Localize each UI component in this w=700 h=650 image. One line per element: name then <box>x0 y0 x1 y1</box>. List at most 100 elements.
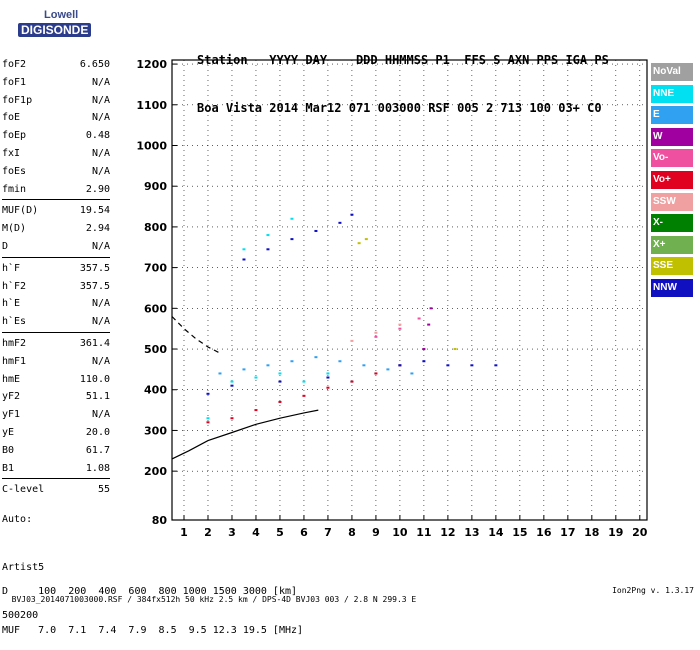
data-point <box>266 248 270 251</box>
distance-row: D 100 200 400 600 800 1000 1500 3000 [km… <box>2 586 298 597</box>
param-value: 61.7 <box>85 444 110 456</box>
param-name: B1 <box>2 462 15 474</box>
param-name: foF1p <box>2 94 33 106</box>
x-tick-label: 8 <box>348 526 356 539</box>
param-name: foEs <box>2 165 27 177</box>
param-row: foF1 N/A <box>2 74 110 92</box>
param-value: 110.0 <box>79 373 110 385</box>
param-name: yF1 <box>2 409 21 421</box>
param-separator <box>2 199 110 201</box>
data-point <box>410 372 414 375</box>
param-row: h`F2 357.5 <box>2 278 110 296</box>
header-columns: Station YYYY DAY DDD HHMMSS P1 FFS S AXN… <box>197 53 609 67</box>
param-value: N/A <box>91 240 110 252</box>
header-values: Boa Vista 2014 Mar12 071 003000 RSF 005 … <box>197 101 602 115</box>
legend-item: NNW <box>651 279 693 297</box>
param-row: foEs N/A <box>2 163 110 181</box>
x-tick-label: 20 <box>632 526 648 539</box>
param-name: foE <box>2 112 21 124</box>
param-name: yE <box>2 426 15 438</box>
param-row: foF1p N/A <box>2 92 110 110</box>
grid-layer <box>172 60 647 521</box>
y-tick-label: 800 <box>144 221 167 234</box>
data-point <box>470 364 474 367</box>
param-separator <box>2 331 110 333</box>
data-point <box>338 221 342 224</box>
param-name: fmin <box>2 183 27 195</box>
data-point <box>278 372 282 375</box>
param-row: fmin 2.90 <box>2 181 110 199</box>
data-point <box>290 217 294 220</box>
data-point <box>453 348 457 351</box>
param-separator <box>2 478 110 480</box>
param-row: C-level 55 <box>2 481 110 499</box>
data-point <box>326 376 330 379</box>
param-name: foF2 <box>2 59 27 70</box>
data-point <box>374 335 378 338</box>
x-tick-label: 9 <box>372 526 380 539</box>
param-value: N/A <box>91 112 110 124</box>
y-tick-label: 600 <box>144 302 167 315</box>
param-value: 357.5 <box>79 262 110 274</box>
y-tick-label: 300 <box>144 424 167 437</box>
data-point <box>429 307 433 310</box>
legend-item: X+ <box>651 235 693 254</box>
legend-item: X- <box>651 214 693 233</box>
param-name: foF1 <box>2 76 27 88</box>
param-row: h`Es N/A <box>2 313 110 331</box>
param-name: yF2 <box>2 391 21 403</box>
y-tick-label: 400 <box>144 384 167 397</box>
param-value: 2.94 <box>85 223 110 235</box>
data-point <box>242 248 246 251</box>
software-version: Ion2Png v. 1.3.17 <box>612 586 694 595</box>
param-row: yF1 N/A <box>2 406 110 424</box>
x-tick-label: 12 <box>440 526 455 539</box>
x-tick-label: 2 <box>204 526 212 539</box>
data-point <box>494 364 498 367</box>
legend-item: E <box>651 106 693 125</box>
param-value: 55 <box>97 484 110 496</box>
data-point <box>446 364 450 367</box>
x-tick-label: 3 <box>228 526 236 539</box>
param-name: hmE <box>2 373 21 385</box>
legend-item: W <box>651 127 693 146</box>
param-name: MUF(D) <box>2 205 39 217</box>
data-point <box>386 368 390 371</box>
data-point <box>374 372 378 375</box>
param-value: 357.5 <box>79 280 110 292</box>
param-row: M(D) 2.94 <box>2 220 110 238</box>
y-tick-label: 1000 <box>136 139 167 152</box>
param-name: h`F <box>2 262 21 274</box>
param-row: B1 1.08 <box>2 460 110 478</box>
data-point <box>266 364 270 367</box>
y-tick-label: 1200 <box>136 58 167 71</box>
x-tick-label: 15 <box>512 526 527 539</box>
data-point <box>362 364 366 367</box>
x-tick-label: 19 <box>608 526 623 539</box>
param-value: 0.48 <box>85 130 110 142</box>
param-name: D <box>2 240 9 252</box>
param-value: N/A <box>91 355 110 367</box>
param-value: N/A <box>91 94 110 106</box>
profile-lines-layer <box>171 316 319 460</box>
legend-item: NNE <box>651 84 693 103</box>
auto-artist: Artist5 <box>2 562 45 573</box>
param-row: MUF(D) 19.54 <box>2 202 110 220</box>
x-tick-label: 17 <box>560 526 575 539</box>
data-point <box>398 364 402 367</box>
param-row: hmF1 N/A <box>2 353 110 371</box>
x-tick-label: 5 <box>276 526 284 539</box>
x-tick-label: 4 <box>252 526 260 539</box>
param-row: yF2 51.1 <box>2 388 110 406</box>
data-point <box>422 360 426 363</box>
x-tick-label: 6 <box>300 526 308 539</box>
parameter-panel: foF2 6.650 foF1 N/A foF1p N/A foE N/A foEp 0.48 fx… <box>2 56 110 499</box>
x-tick-label: 14 <box>488 526 504 539</box>
param-value: 19.54 <box>79 205 110 217</box>
param-value: 2.90 <box>85 183 110 195</box>
param-name: hmF2 <box>2 337 27 349</box>
x-tick-label: 18 <box>584 526 599 539</box>
param-name: h`Es <box>2 316 27 328</box>
axis-ticks-layer: 1 2 3 4 5 6 7 8 9 10 11 12 13 14 15 16 17 18 19 20802003004… <box>136 58 647 539</box>
data-point <box>290 360 294 363</box>
